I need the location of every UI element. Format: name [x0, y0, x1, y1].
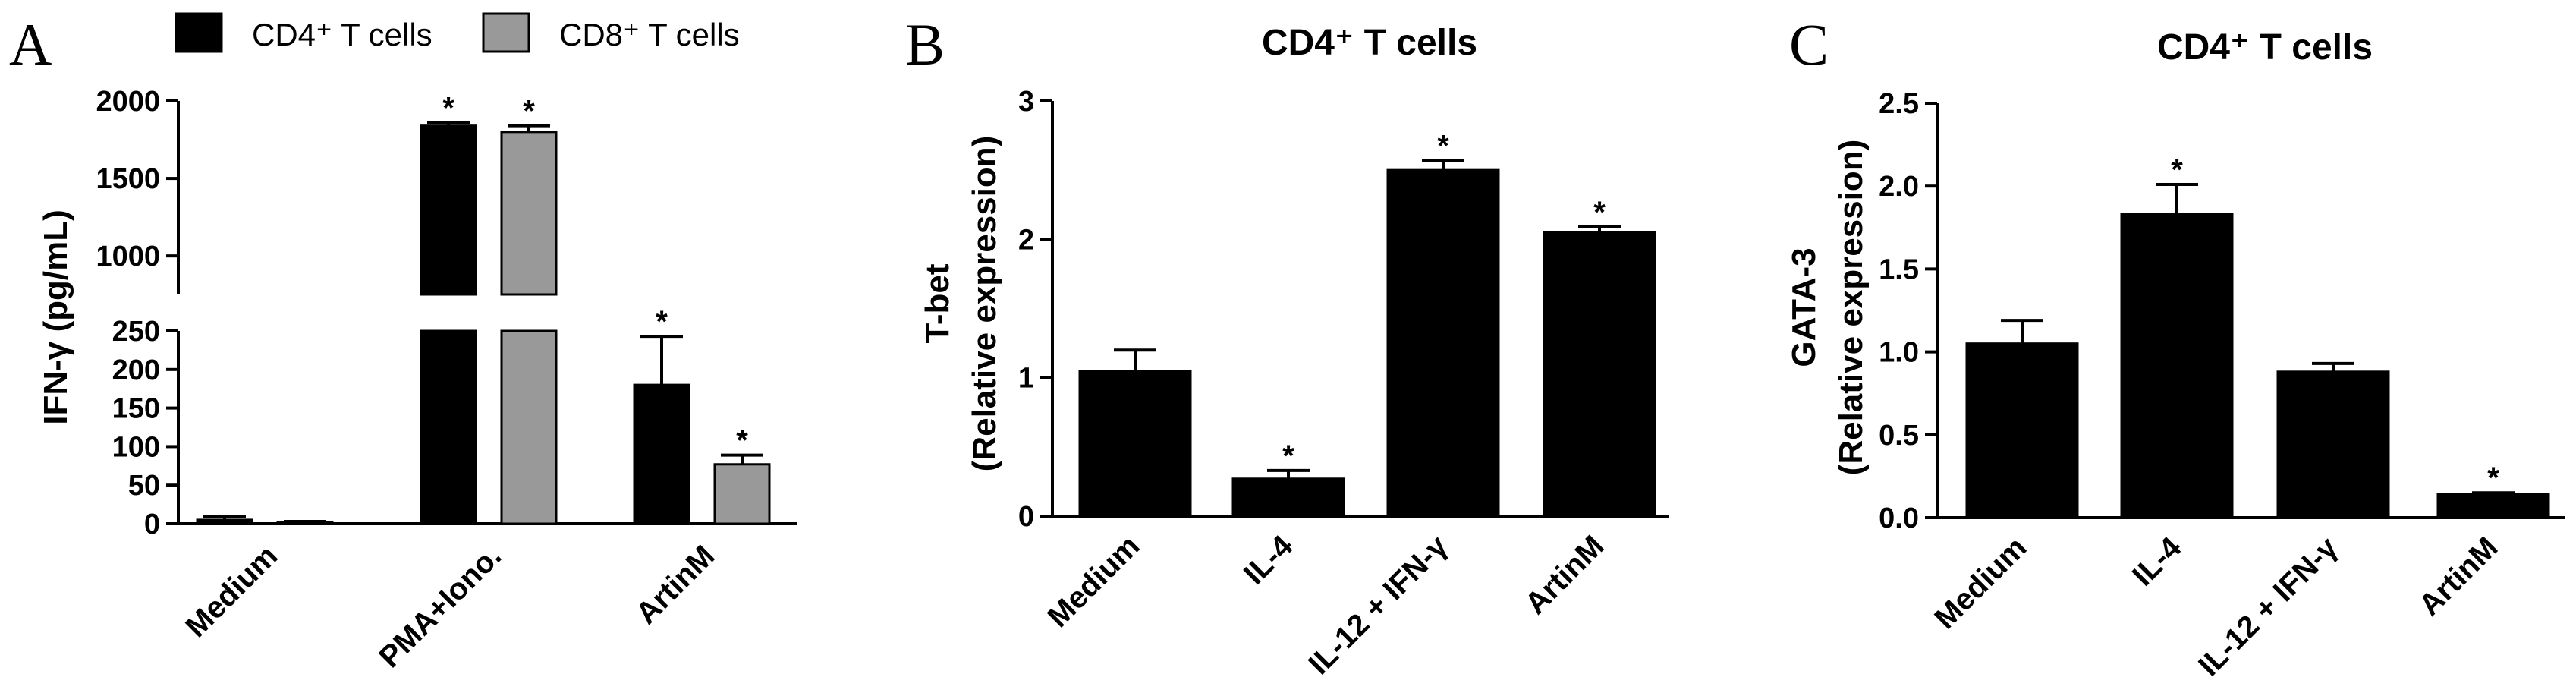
- y-tick-label-a-lower-4: 200: [112, 354, 160, 386]
- bar-a-cd4-1-lower: [420, 329, 477, 525]
- bar-a-cd4-1-upper: [420, 124, 477, 296]
- y-tick-label-a-lower-5: 250: [112, 316, 160, 348]
- bar-a-cd4-1-star: *: [442, 92, 454, 125]
- bar-b-3-star: *: [1593, 196, 1606, 229]
- bar-c-1-star: *: [2171, 153, 2183, 187]
- y-axis-label-c-line1: GATA-3: [1785, 247, 1823, 367]
- bar-c-3: [2436, 493, 2550, 519]
- category-label-c-0: Medium: [1928, 531, 2033, 635]
- y-tick-label-b-1: 1: [1018, 363, 1034, 395]
- panel-letter-b: B: [905, 11, 945, 77]
- bar-b-2: [1386, 168, 1500, 518]
- bar-a-cd4-2: [633, 383, 690, 525]
- category-label-b-3: ArtinM: [1519, 529, 1611, 621]
- category-label-b-1: IL-4: [1238, 529, 1300, 591]
- y-axis-label-b-line2: (Relative expression): [966, 136, 1003, 472]
- bar-c-0: [1965, 342, 2079, 519]
- y-tick-label-b-0: 0: [1018, 501, 1034, 533]
- bar-c-1: [2120, 213, 2234, 519]
- category-label-b-0: Medium: [1041, 529, 1146, 634]
- bar-c-2: [2276, 370, 2390, 519]
- bars-b: * * *: [1078, 129, 1656, 518]
- y-tick-label-c-5: 2.5: [1879, 88, 1919, 120]
- y-tick-label-a-upper-2: 2000: [96, 86, 160, 118]
- bar-b-0: [1078, 370, 1192, 518]
- category-label-a-1: PMA+Iono.: [373, 539, 508, 674]
- y-tick-label-c-0: 0.0: [1879, 502, 1919, 534]
- bar-a-cd8-2-star: *: [736, 424, 748, 458]
- bar-a-cd8-2: [713, 463, 771, 525]
- panel-c: C CD4⁺ T cells GATA-3 (Relative expressi…: [1785, 11, 2565, 682]
- bar-a-cd8-1-upper: [500, 131, 558, 296]
- y-tick-label-a-lower-0: 0: [144, 509, 160, 540]
- legend: CD4⁺ T cells CD8⁺ T cells: [175, 12, 740, 53]
- chart-title-c: CD4⁺ T cells: [2157, 27, 2373, 68]
- y-tick-label-a-upper-1: 1500: [96, 163, 160, 195]
- y-axis-label-b-line1: T-bet: [919, 263, 956, 343]
- category-labels-a: Medium PMA+Iono. ArtinM: [179, 539, 721, 674]
- bar-b-3: [1543, 231, 1656, 518]
- category-label-c-2: IL-12 + IFN-γ: [2192, 531, 2345, 683]
- bar-a-cd4-2-star: *: [656, 305, 668, 339]
- category-label-a-0: Medium: [179, 539, 284, 644]
- category-label-a-2: ArtinM: [630, 539, 722, 631]
- panel-letter-a: A: [9, 11, 52, 77]
- y-tick-label-a-upper-0: 1000: [96, 241, 160, 272]
- legend-label-cd4: CD4⁺ T cells: [252, 17, 432, 52]
- bar-a-cd8-1-star: *: [523, 95, 535, 128]
- y-tick-label-c-1: 0.5: [1879, 420, 1919, 452]
- y-tick-label-b-2: 2: [1018, 224, 1034, 256]
- bar-b-1-star: *: [1282, 439, 1294, 473]
- category-labels-b: Medium IL-4 IL-12 + IFN-γ ArtinM: [1041, 529, 1610, 682]
- legend-swatch-cd8: [482, 12, 530, 53]
- chart-title-b: CD4⁺ T cells: [1262, 23, 1477, 63]
- bar-a-cd4-0: [196, 518, 253, 525]
- bar-b-2-star: *: [1437, 129, 1449, 162]
- category-label-c-3: ArtinM: [2413, 531, 2505, 622]
- bar-a-cd8-1-lower: [500, 329, 558, 525]
- y-tick-label-b-3: 3: [1018, 86, 1034, 118]
- bars-c: **: [1965, 153, 2550, 519]
- category-label-c-1: IL-4: [2126, 531, 2188, 593]
- y-tick-label-c-2: 1.0: [1879, 337, 1919, 369]
- y-tick-label-c-3: 1.5: [1879, 254, 1919, 285]
- y-tick-label-a-lower-1: 50: [128, 470, 160, 502]
- y-tick-label-c-4: 2.0: [1879, 171, 1919, 203]
- y-axis-label-a: IFN-γ (pg/mL): [37, 209, 74, 425]
- panel-b: B CD4⁺ T cells T-bet (Relative expressio…: [905, 11, 1669, 681]
- panel-a: A CD4⁺ T cells CD8⁺ T cells IFN-γ (pg/mL…: [9, 11, 797, 674]
- y-axis-label-c-line2: (Relative expression): [1832, 140, 1870, 476]
- legend-swatch-cd4: [175, 12, 223, 53]
- bar-b-1: [1231, 477, 1345, 518]
- panel-letter-c: C: [1789, 11, 1829, 77]
- y-tick-label-a-lower-3: 150: [112, 393, 160, 425]
- category-label-b-2: IL-12 + IFN-γ: [1302, 529, 1455, 682]
- bar-c-3-star: *: [2487, 461, 2499, 495]
- y-tick-label-a-lower-2: 100: [112, 431, 160, 463]
- category-labels-c: Medium IL-4 IL-12 + IFN-γ ArtinM: [1928, 531, 2504, 683]
- bars-a: * * * *: [196, 92, 771, 525]
- legend-label-cd8: CD8⁺ T cells: [559, 17, 740, 52]
